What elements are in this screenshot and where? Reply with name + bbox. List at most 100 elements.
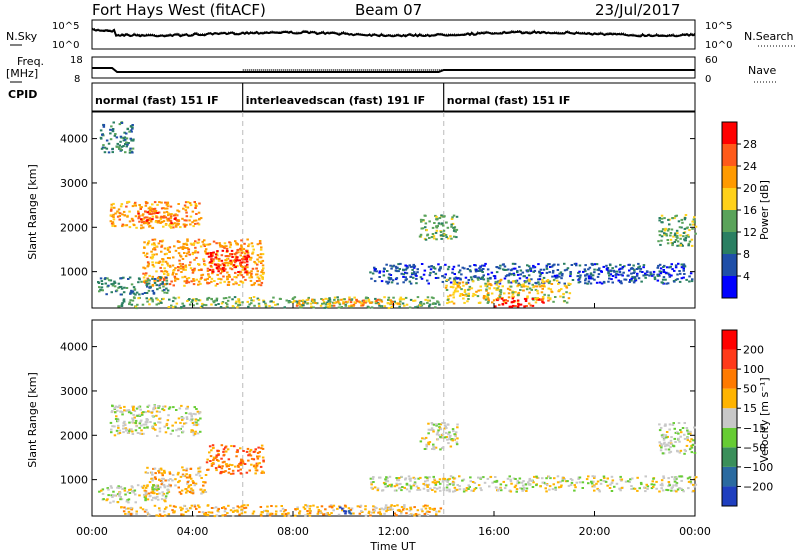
scatter-cell — [461, 266, 464, 269]
scatter-cell — [524, 285, 527, 288]
scatter-cell — [236, 306, 239, 309]
scatter-cell — [669, 265, 672, 268]
scatter-cell — [130, 485, 134, 488]
scatter-cell — [239, 254, 242, 257]
scatter-cell — [651, 274, 654, 277]
scatter-cell — [435, 423, 438, 426]
scatter-cell — [224, 507, 227, 510]
scatter-cell — [106, 277, 109, 280]
scatter-cell — [224, 514, 227, 517]
scatter-cell — [180, 306, 183, 309]
scatter-cell — [502, 268, 505, 271]
scatter-cell — [400, 298, 403, 301]
scatter-cell — [404, 478, 407, 481]
scatter-cell — [679, 449, 683, 452]
scatter-cell — [214, 303, 218, 306]
scatter-cell — [511, 262, 515, 265]
scatter-cell — [212, 270, 215, 273]
scatter-cell — [117, 486, 121, 489]
scatter-cell — [217, 459, 220, 462]
scatter-cell — [427, 299, 430, 302]
scatter-cell — [402, 298, 406, 301]
scatter-cell — [404, 264, 407, 267]
scatter-cell — [293, 296, 297, 299]
scatter-cell — [575, 481, 578, 484]
scatter-cell — [504, 302, 508, 305]
scatter-cell — [227, 274, 231, 276]
scatter-cell — [118, 404, 121, 407]
scatter-cell — [561, 479, 564, 482]
scatter-cell — [489, 283, 492, 285]
scatter-cell — [212, 251, 215, 254]
scatter-cell — [549, 297, 552, 300]
scatter-cell — [589, 272, 593, 275]
scatter-cell — [404, 279, 407, 282]
scatter-cell — [526, 270, 530, 272]
scatter-cell — [150, 210, 153, 213]
scatter-cell — [630, 488, 633, 490]
scatter-cell — [161, 282, 164, 285]
scatter-cell — [195, 256, 198, 259]
scatter-cell — [416, 509, 420, 512]
scatter-cell — [188, 491, 192, 493]
scatter-cell — [469, 276, 473, 279]
scatter-cell — [503, 269, 506, 271]
scatter-cell — [185, 491, 188, 494]
scatter-cell — [165, 270, 169, 273]
scatter-cell — [603, 477, 606, 479]
scatter-cell — [165, 252, 168, 255]
scatter-cell — [256, 452, 260, 454]
scatter-cell — [420, 508, 423, 511]
scatter-cell — [117, 286, 120, 289]
scatter-cell — [281, 513, 284, 515]
scatter-cell — [153, 248, 157, 251]
scatter-cell — [470, 489, 473, 492]
scatter-cell — [397, 479, 401, 482]
scatter-cell — [129, 129, 133, 132]
scatter-cell — [458, 475, 461, 478]
scatter-cell — [664, 448, 668, 451]
scatter-cell — [424, 436, 428, 439]
scatter-cell — [683, 239, 687, 242]
scatter-cell — [247, 243, 251, 246]
scatter-cell — [328, 513, 331, 516]
scatter-cell — [692, 223, 695, 226]
scatter-cell — [236, 243, 239, 246]
scatter-cell — [185, 243, 189, 246]
scatter-cell — [359, 504, 363, 507]
scatter-cell — [519, 289, 522, 291]
scatter-cell — [98, 290, 101, 293]
scatter-cell — [162, 279, 166, 282]
scatter-cell — [662, 477, 666, 479]
scatter-cell — [111, 128, 115, 130]
scatter-cell — [670, 443, 673, 446]
scatter-cell — [210, 464, 214, 467]
scatter-cell — [154, 497, 157, 500]
scatter-cell — [373, 506, 377, 509]
scatter-cell — [181, 466, 184, 469]
scatter-cell — [193, 432, 197, 435]
scatter-cell — [195, 213, 198, 215]
scatter-cell — [660, 239, 663, 242]
scatter-cell — [628, 263, 631, 266]
scatter-cell — [139, 432, 142, 435]
scatter-cell — [132, 413, 135, 416]
scatter-cell — [256, 297, 260, 300]
scatter-cell — [672, 235, 675, 238]
scatter-cell — [111, 410, 114, 413]
scatter-cell — [595, 482, 598, 485]
scatter-cell — [251, 245, 254, 248]
scatter-cell — [441, 275, 444, 277]
scatter-cell — [119, 410, 122, 413]
scatter-cell — [107, 284, 110, 287]
scatter-cell — [511, 304, 515, 307]
scatter-cell — [425, 443, 428, 446]
scatter-cell — [662, 266, 665, 268]
scatter-cell — [268, 305, 271, 308]
scatter-cell — [156, 434, 159, 437]
scatter-cell — [105, 147, 109, 150]
scatter-cell — [645, 270, 649, 273]
scatter-cell — [160, 221, 164, 224]
scatter-cell — [130, 283, 134, 286]
scatter-cell — [117, 211, 121, 214]
